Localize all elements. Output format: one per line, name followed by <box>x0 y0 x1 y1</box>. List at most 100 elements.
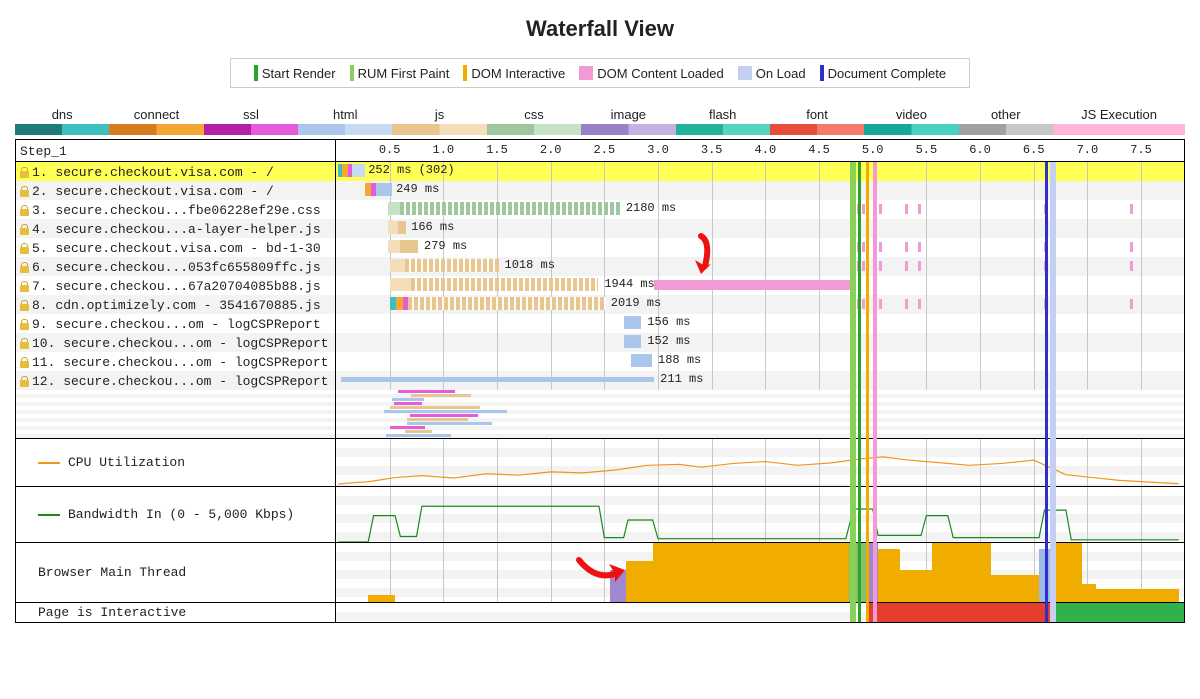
timing-text: 1018 ms <box>505 258 555 272</box>
type-ssl: ssl <box>204 106 298 137</box>
tick: 5.0 <box>862 143 884 157</box>
request-label: 5. secure.checkout.visa.com - bd-1-30 <box>16 238 336 257</box>
resource-type-bar: dnsconnectsslhtmljscssimageflashfontvide… <box>15 106 1185 139</box>
legend-mark-rum <box>350 65 354 81</box>
request-row[interactable]: 9. secure.checkou...om - logCSPReport 156… <box>16 314 1184 333</box>
timing-text: 2180 ms <box>626 201 676 215</box>
timing-text: 279 ms <box>424 239 467 253</box>
legend: Start Render RUM First Paint DOM Interac… <box>230 58 970 88</box>
request-row[interactable]: 3. secure.checkou...fbe06228ef29e.css 218… <box>16 200 1184 219</box>
interactive-panel: Page is Interactive <box>16 602 1184 622</box>
legend-label: RUM First Paint <box>358 66 450 81</box>
timing-text: 188 ms <box>658 353 701 367</box>
lock-icon <box>20 319 29 330</box>
legend-label: On Load <box>756 66 806 81</box>
lock-icon <box>20 357 29 368</box>
request-label: 3. secure.checkou...fbe06228ef29e.css <box>16 200 336 219</box>
timing-bar <box>388 221 399 234</box>
timing-bar <box>390 259 405 272</box>
timing-text: 2019 ms <box>611 296 661 310</box>
request-label: 4. secure.checkou...a-layer-helper.js <box>16 219 336 238</box>
page-title: Waterfall View <box>15 16 1185 42</box>
type-image: image <box>581 106 675 137</box>
lock-icon <box>20 376 29 387</box>
request-row[interactable]: 10. secure.checkou...om - logCSPReport15… <box>16 333 1184 352</box>
type-dns: dns <box>15 106 109 137</box>
tick: 2.5 <box>594 143 616 157</box>
main-thread-block <box>991 575 1039 602</box>
type-video: video <box>864 106 958 137</box>
request-row[interactable]: 5. secure.checkout.visa.com - bd-1-30 279… <box>16 238 1184 257</box>
type-js-execution: JS Execution <box>1053 106 1185 137</box>
main-thread-block <box>1053 543 1082 602</box>
interactive-band <box>1053 603 1184 622</box>
lock-icon <box>20 262 29 273</box>
tick: 2.0 <box>540 143 562 157</box>
timing-bar <box>400 202 621 215</box>
annotation-arrow <box>681 232 721 282</box>
request-row[interactable]: 12. secure.checkou...om - logCSPReport 21… <box>16 371 1184 390</box>
request-row[interactable]: 2. secure.checkout.visa.com - /249 ms <box>16 181 1184 200</box>
main-thread-block <box>1039 549 1053 602</box>
interactive-band <box>868 603 1053 622</box>
timing-text: 211 ms <box>660 372 703 386</box>
lock-icon <box>20 281 29 292</box>
lock-icon <box>20 205 29 216</box>
main-thread-block <box>653 543 849 602</box>
lock-icon <box>20 186 29 197</box>
type-connect: connect <box>109 106 203 137</box>
timing-bar <box>631 354 651 367</box>
timing-bar <box>411 278 598 291</box>
type-css: css <box>487 106 581 137</box>
request-label: 7. secure.checkou...67a20704085b88.js <box>16 276 336 295</box>
request-label: 2. secure.checkout.visa.com - / <box>16 181 336 200</box>
type-flash: flash <box>676 106 770 137</box>
cpu-panel: CPU Utilization <box>16 438 1184 486</box>
request-row[interactable]: 8. cdn.optimizely.com - 3541670885.js201… <box>16 295 1184 314</box>
timing-text: 166 ms <box>411 220 454 234</box>
timing-bar <box>400 240 417 253</box>
legend-mark-start-render <box>254 65 258 81</box>
timing-bar <box>376 183 392 196</box>
main-thread-block <box>868 543 878 602</box>
tick: 4.5 <box>808 143 830 157</box>
request-row[interactable]: 1. secure.checkout.visa.com - /252 ms (3… <box>16 162 1184 181</box>
tick: 3.5 <box>701 143 723 157</box>
bandwidth-panel: Bandwidth In (0 - 5,000 Kbps) <box>16 486 1184 542</box>
request-label: 12. secure.checkou...om - logCSPReport <box>16 371 336 390</box>
time-ruler: Step_1 0.51.01.52.02.53.03.54.04.55.05.5… <box>16 140 1184 162</box>
tick: 7.0 <box>1077 143 1099 157</box>
timing-bar <box>352 164 365 177</box>
lock-icon <box>20 300 29 311</box>
tick: 1.0 <box>433 143 455 157</box>
lock-icon <box>20 243 29 254</box>
request-row[interactable]: 7. secure.checkou...67a20704085b88.js 194… <box>16 276 1184 295</box>
request-row[interactable]: 6. secure.checkou...053fc655809ffc.js101… <box>16 257 1184 276</box>
tick: 0.5 <box>379 143 401 157</box>
timing-text: 1944 ms <box>604 277 654 291</box>
timing-bar <box>398 221 406 234</box>
main-thread-block <box>849 543 868 602</box>
waterfall-chart[interactable]: Step_1 0.51.01.52.02.53.03.54.04.55.05.5… <box>15 139 1185 623</box>
legend-label: DOM Interactive <box>471 66 565 81</box>
main-thread-block <box>878 549 899 602</box>
request-row[interactable]: 4. secure.checkou...a-layer-helper.js 166… <box>16 219 1184 238</box>
legend-label: Start Render <box>262 66 336 81</box>
timing-text: 152 ms <box>647 334 690 348</box>
legend-label: DOM Content Loaded <box>597 66 723 81</box>
interactive-label: Page is Interactive <box>38 605 186 620</box>
lock-icon <box>20 224 29 235</box>
type-js: js <box>392 106 486 137</box>
request-label: 9. secure.checkou...om - logCSPReport <box>16 314 336 333</box>
cpu-label: CPU Utilization <box>68 455 185 470</box>
legend-mark-dcl <box>579 66 593 80</box>
timing-bar <box>408 297 607 310</box>
timing-bar <box>624 335 641 348</box>
main-thread-block <box>900 570 932 602</box>
request-row[interactable]: 11. secure.checkou...om - logCSPReport18… <box>16 352 1184 371</box>
timing-bar <box>405 259 499 272</box>
lock-icon <box>20 167 29 178</box>
type-font: font <box>770 106 864 137</box>
timing-text: 156 ms <box>647 315 690 329</box>
timing-bar <box>624 316 641 329</box>
